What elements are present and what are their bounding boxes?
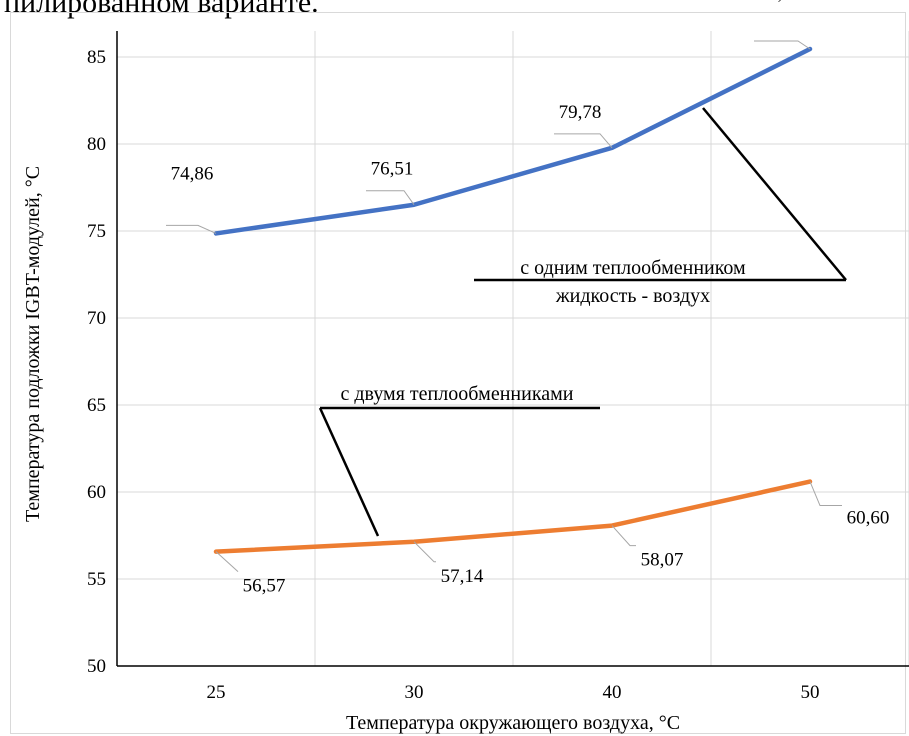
callout-label-orange: с двумя теплообменниками: [341, 383, 574, 405]
y-tick-label: 50: [87, 656, 106, 677]
series-line-1: [213, 46, 813, 236]
data-label-leader: [809, 481, 842, 507]
data-label-leader: [166, 224, 217, 234]
callout-pointer-blue: [702, 107, 847, 281]
x-tick-label: 40: [603, 682, 622, 703]
data-label-leader: [413, 541, 436, 563]
x-tick-label: 50: [801, 682, 820, 703]
y-tick-label: 70: [87, 308, 106, 329]
data-label: 60,60: [847, 508, 890, 529]
page-caption: пилированном варианте.: [4, 0, 319, 19]
data-label-leader: [215, 551, 239, 573]
series-line-2: [213, 479, 813, 554]
data-label: 79,78: [559, 102, 602, 123]
data-label: 56,57: [243, 576, 286, 597]
x-axis-title: Температура окружающего воздуха, °C: [346, 712, 680, 734]
axis-layer: 50 55 60 65 70 75 80 85 25 30 40 50: [87, 31, 909, 703]
y-tick-label: 85: [87, 47, 106, 68]
data-label: 58,07: [641, 550, 684, 571]
y-tick-label: 80: [87, 134, 106, 155]
series-layer: [213, 46, 813, 554]
data-label: 74,86: [171, 163, 214, 184]
data-label-leader: [754, 40, 811, 50]
data-label-leader: [611, 525, 636, 547]
grid-layer: [116, 31, 909, 666]
y-tick-label: 55: [87, 569, 106, 590]
y-tick-label: 75: [87, 221, 106, 242]
data-label-layer: 74,86 76,51 79,78 85,46 56,57 57,14 58,07 60,60: [166, 0, 889, 597]
data-label: 76,51: [371, 159, 414, 180]
callout-pointer-orange: [318, 407, 380, 537]
callout-label-blue-line1: с одним теплообменником: [520, 257, 746, 279]
callout-label-blue-line2: жидкость - воздух: [555, 285, 710, 307]
data-label: 85,46: [759, 0, 802, 4]
y-tick-label: 65: [87, 395, 106, 416]
x-tick-label: 30: [405, 682, 424, 703]
data-label-leader: [554, 133, 613, 149]
data-label-leader: [366, 190, 415, 206]
x-tick-label: 25: [207, 682, 226, 703]
y-axis-title: Температура подложки IGBT-модулей, °C: [22, 166, 44, 522]
data-label: 57,14: [441, 566, 484, 587]
annotation-layer: с одним теплообменником жидкость - воздух…: [318, 107, 847, 537]
chart-frame: [10, 12, 906, 734]
y-tick-label: 60: [87, 482, 106, 503]
